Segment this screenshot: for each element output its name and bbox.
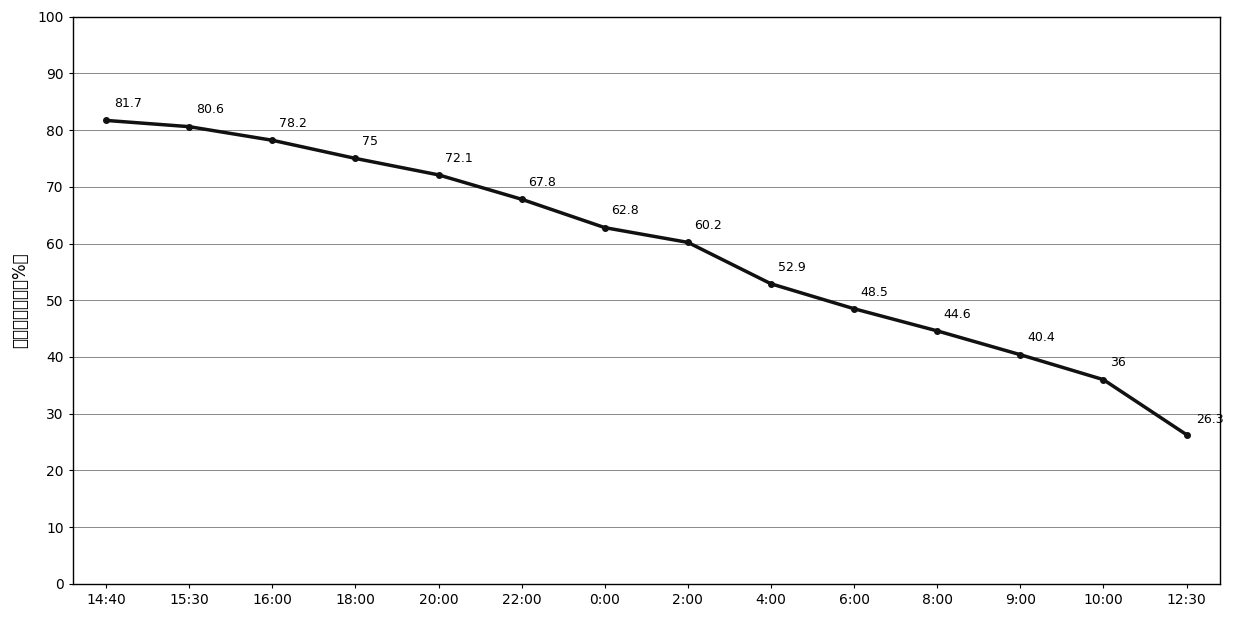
Text: 81.7: 81.7 <box>114 97 142 110</box>
Text: 48.5: 48.5 <box>861 286 888 298</box>
Text: 80.6: 80.6 <box>196 103 224 116</box>
Text: 26.3: 26.3 <box>1197 413 1224 426</box>
Text: 78.2: 78.2 <box>279 117 307 130</box>
Text: 40.4: 40.4 <box>1027 331 1054 344</box>
Text: 72.1: 72.1 <box>445 151 473 164</box>
Text: 36: 36 <box>1110 357 1126 370</box>
Text: 75: 75 <box>362 135 378 148</box>
Y-axis label: 排风相对湿度（%）: 排风相对湿度（%） <box>11 252 28 348</box>
Text: 67.8: 67.8 <box>528 176 556 189</box>
Text: 60.2: 60.2 <box>695 219 722 232</box>
Text: 62.8: 62.8 <box>611 205 639 218</box>
Text: 52.9: 52.9 <box>778 261 805 274</box>
Text: 44.6: 44.6 <box>944 308 971 321</box>
